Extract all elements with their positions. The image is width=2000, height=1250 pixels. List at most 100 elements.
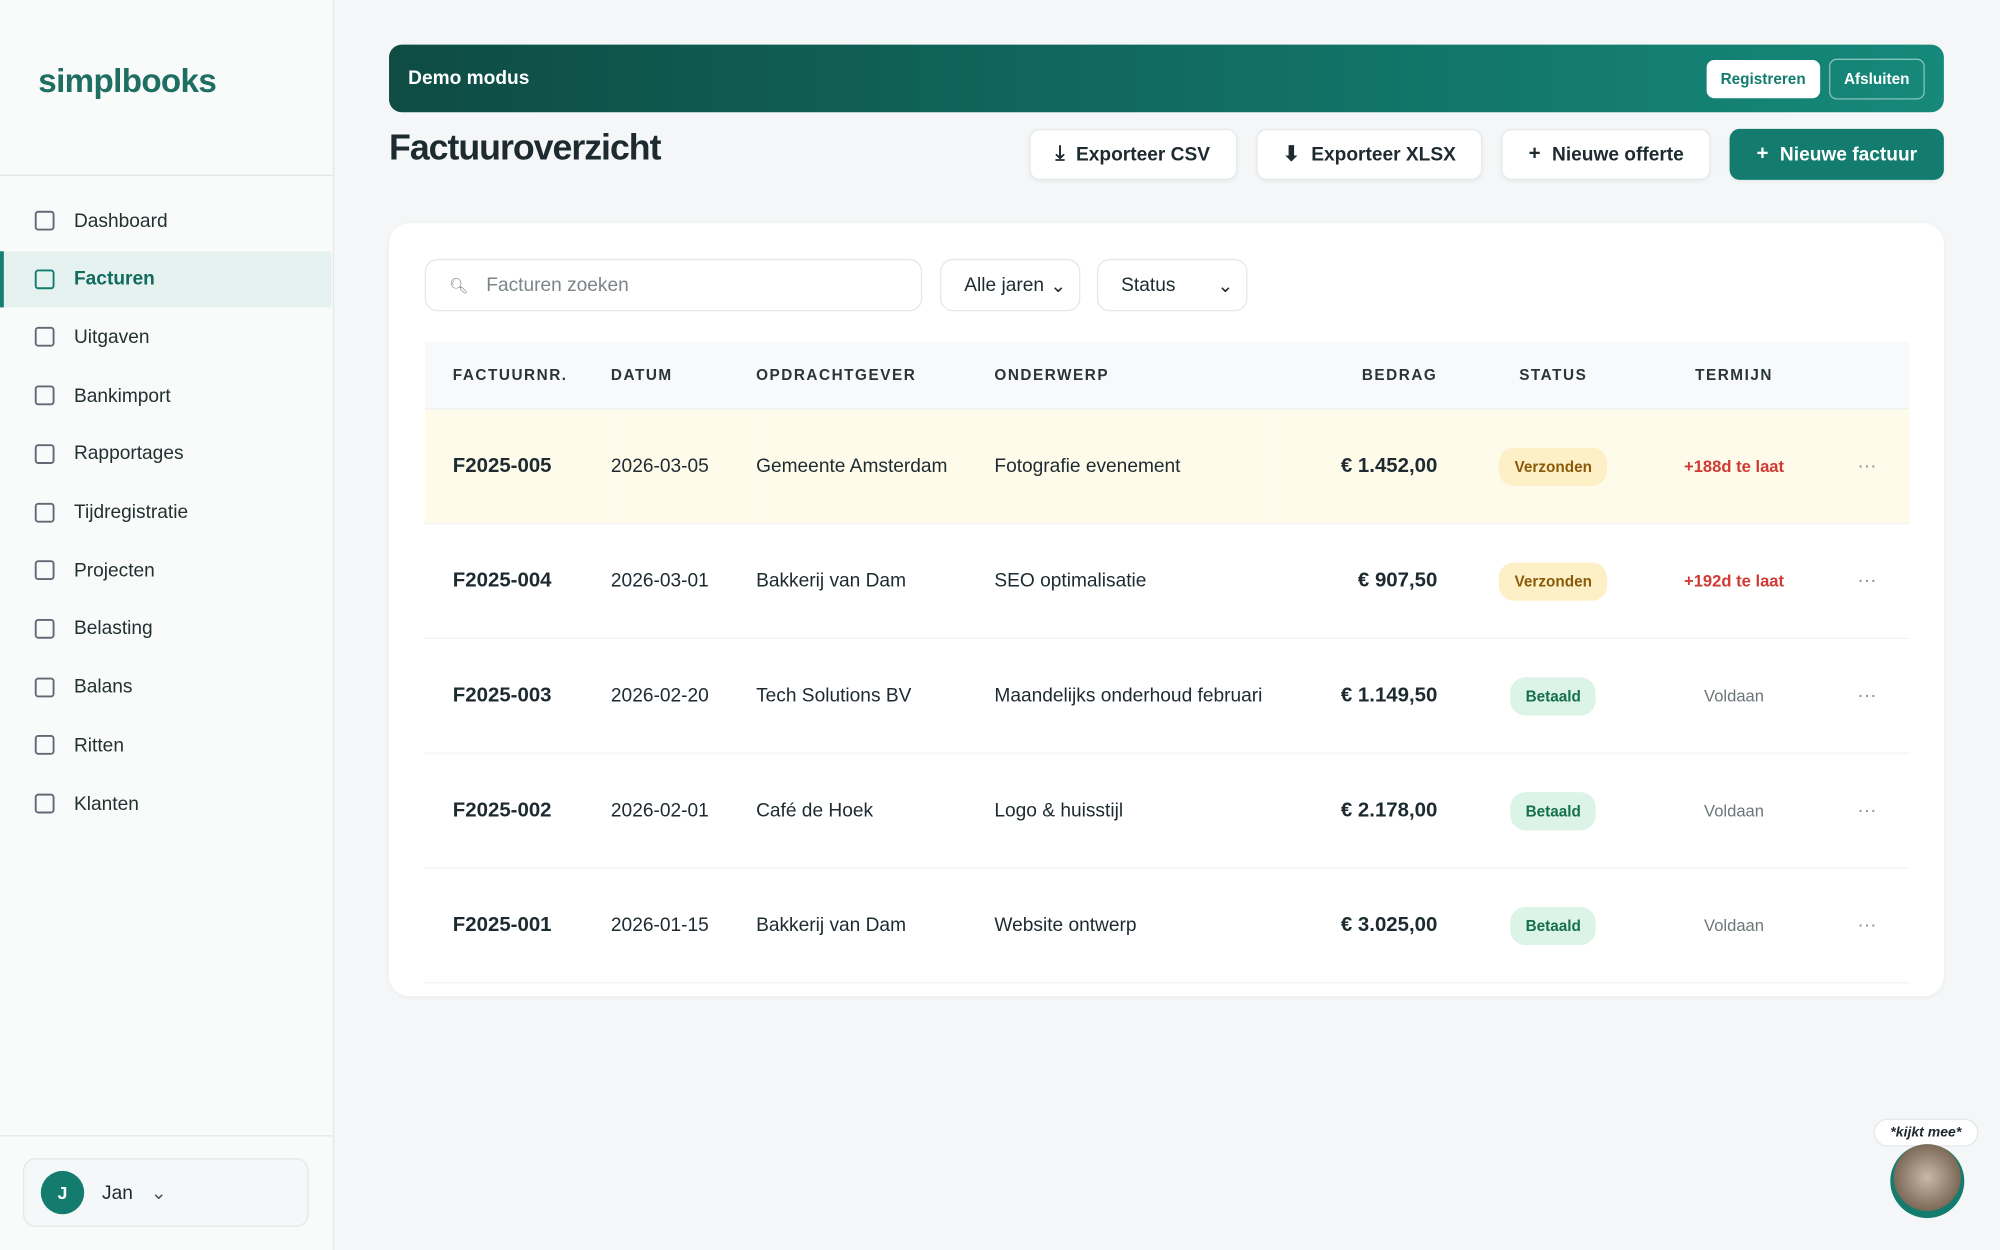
user-menu[interactable]: J Jan ⌄ <box>22 1158 309 1228</box>
status-select[interactable]: Status ⌄ <box>1096 258 1248 312</box>
cell: 2026-03-05 <box>609 408 755 525</box>
nav-item[interactable]: Projecten <box>0 542 332 598</box>
cell: 2026-01-15 <box>609 867 755 984</box>
cell: Bakkerij van Dam <box>754 523 994 640</box>
cell-text: Gemeente Amsterdam <box>756 454 948 477</box>
banner-text: Demo modus <box>408 67 530 90</box>
nav-icon <box>34 385 55 406</box>
invoice-row[interactable]: F2025-005 2026-03-05 Gemeente Amsterdam Fot… <box>424 408 1910 525</box>
cell: +188d te laat <box>1643 408 1825 525</box>
row-menu[interactable]: ··· <box>1824 638 1910 754</box>
exit-button[interactable]: Afsluiten <box>1828 58 1925 99</box>
label: Exporteer CSV <box>1076 143 1211 166</box>
nav-label: Projecten <box>73 559 155 582</box>
column-header: OPDRACHTGEVER <box>754 341 994 410</box>
cell: Voldaan <box>1643 867 1825 984</box>
invoice-row[interactable]: F2025-002 2026-02-01 Café de Hoek Logo & hu… <box>424 753 1910 869</box>
row-menu[interactable]: ··· <box>1824 408 1910 525</box>
cell-text: Bakkerij van Dam <box>756 913 907 936</box>
cell-text: Café de Hoek <box>756 799 874 821</box>
column-header: FACTUURNR. <box>424 341 610 410</box>
cell-text: SEO optimalisatie <box>994 569 1147 592</box>
label: Status <box>1121 274 1176 296</box>
term: +188d te laat <box>1684 455 1785 476</box>
nav-item[interactable]: Balans <box>0 659 332 715</box>
row-menu[interactable]: ··· <box>1824 867 1910 984</box>
cell-text: 2026-03-05 <box>610 454 709 477</box>
nav-item[interactable]: Facturen <box>0 250 332 307</box>
cell-text: 2026-03-01 <box>610 569 709 592</box>
sidebar: simplbooks Dashboard Facturen Uitgaven Bank… <box>0 0 335 1250</box>
year-select[interactable]: Alle jaren ⌄ <box>940 258 1081 312</box>
nav-item[interactable]: Rapportages <box>0 426 332 482</box>
nav-label: Facturen <box>73 268 155 290</box>
cell-text: F2025-001 <box>452 913 552 936</box>
invoice-row[interactable]: F2025-001 2026-01-15 Bakkerij van Dam Websi… <box>424 867 1910 984</box>
chevron: ⌄ <box>150 1182 167 1205</box>
assistant-avatar[interactable] <box>1890 1144 1965 1219</box>
cell: Voldaan <box>1643 753 1825 869</box>
nav-icon <box>34 793 55 814</box>
cell: F2025-004 <box>424 523 610 640</box>
cell: Tech Solutions BV <box>754 638 994 754</box>
placeholder: Facturen zoeken <box>486 274 629 296</box>
cell: Café de Hoek <box>754 753 994 869</box>
cell: Betaald <box>1462 753 1644 869</box>
invoice-row[interactable]: F2025-003 2026-02-20 Tech Solutions BV Maan… <box>424 638 1910 754</box>
actions: ⤓ Exporteer CSV ⬇ Exporteer XLSX + Nieuwe o… <box>1028 128 1944 180</box>
column-header: STATUS <box>1462 341 1644 410</box>
nav-icon <box>34 443 55 464</box>
cell: Betaald <box>1462 867 1644 984</box>
divider <box>0 1135 333 1137</box>
nav-label: Rapportages <box>73 442 184 465</box>
nav-item[interactable]: Uitgaven <box>0 309 332 365</box>
nav-item[interactable]: Klanten <box>0 776 332 832</box>
export-xlsx[interactable]: ⬇ Exporteer XLSX <box>1255 128 1483 180</box>
register-button[interactable]: Registreren <box>1706 59 1820 98</box>
nav-item[interactable]: Bankimport <box>0 367 332 423</box>
nav-item[interactable]: Belasting <box>0 601 332 657</box>
nav-item[interactable]: Dashboard <box>0 193 332 249</box>
cell: +192d te laat <box>1643 523 1825 640</box>
cell-text: Fotografie evenement <box>994 454 1181 477</box>
new-quote[interactable]: + Nieuwe offerte <box>1501 128 1711 180</box>
nav-icon <box>34 502 55 523</box>
cell: Gemeente Amsterdam <box>754 408 994 525</box>
nav-label: Klanten <box>73 792 139 815</box>
cell: € 1.149,50 <box>1269 638 1463 754</box>
cell-text: F2025-004 <box>452 569 552 592</box>
nav-icon <box>34 618 55 639</box>
column-header-actions <box>1824 341 1910 410</box>
invoice-row[interactable]: F2025-004 2026-03-01 Bakkerij van Dam SEO o… <box>424 523 1910 640</box>
cell-text: € 1.452,00 <box>1340 454 1438 477</box>
cell: € 2.178,00 <box>1269 753 1463 869</box>
avatar: J <box>40 1170 85 1215</box>
export-csv[interactable]: ⤓ Exporteer CSV <box>1028 128 1237 180</box>
new-invoice[interactable]: + Nieuwe factuur <box>1729 128 1944 180</box>
invoice-table: FACTUURNR. DATUM OPDRACHTGEVER ONDERWERP BED… <box>424 341 1910 984</box>
cell: € 907,50 <box>1269 523 1463 640</box>
term: +192d te laat <box>1684 570 1785 590</box>
cell: Logo & huisstijl <box>993 753 1270 869</box>
cell: € 3.025,00 <box>1269 867 1463 984</box>
cell: SEO optimalisatie <box>993 523 1270 640</box>
cell-text: Bakkerij van Dam <box>756 569 907 592</box>
row-menu[interactable]: ··· <box>1824 523 1910 640</box>
nav-item[interactable]: Tijdregistratie <box>0 484 332 540</box>
search[interactable]: 🔍︎ Facturen zoeken <box>424 258 923 312</box>
row-menu[interactable]: ··· <box>1824 753 1910 869</box>
nav-label: Balans <box>73 676 133 698</box>
cell: 2026-02-20 <box>609 638 755 754</box>
cell: F2025-001 <box>424 867 610 984</box>
cell-text: € 3.025,00 <box>1340 913 1438 936</box>
assistant-bubble: *kijkt mee* <box>1873 1118 1978 1147</box>
brand[interactable]: simplbooks <box>38 61 217 100</box>
status-pill: Betaald <box>1510 906 1597 945</box>
label: Nieuwe offerte <box>1551 143 1684 166</box>
nav-item[interactable]: Ritten <box>0 717 332 773</box>
page-title: Factuuroverzicht <box>389 127 661 168</box>
column-header: ONDERWERP <box>993 341 1270 410</box>
cell-text: € 907,50 <box>1357 569 1438 592</box>
